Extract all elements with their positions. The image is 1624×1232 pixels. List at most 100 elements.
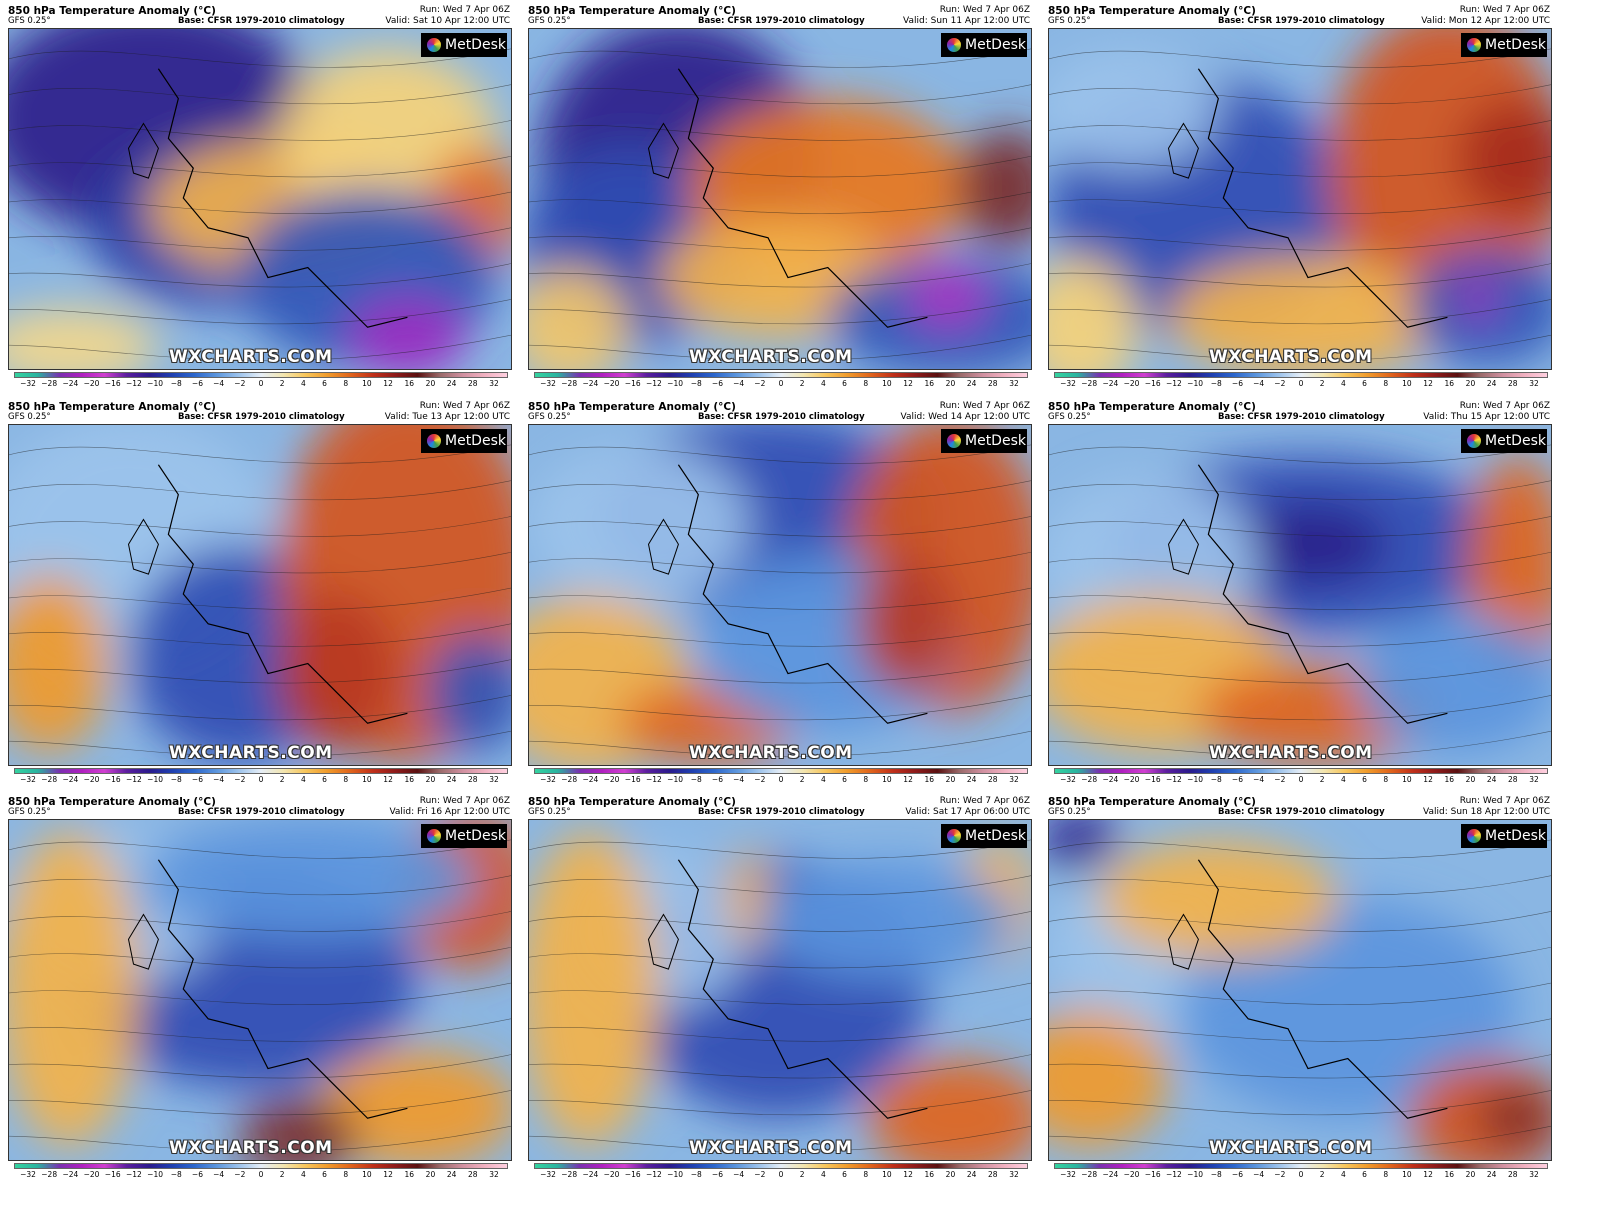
colorbar-ticks: −32 −28 −24 −20 −16 −12 −10 −8 −6 −4 −2 0 2 4 6 8 10 12 16… — [534, 379, 1028, 390]
colorbar-tick-label: 6 — [322, 775, 327, 784]
colorbar-tick-label: 10 — [362, 379, 372, 388]
isobar — [1049, 1090, 1551, 1116]
isobar — [1049, 299, 1551, 325]
watermark: WXCHARTS.COM — [169, 743, 333, 763]
anomaly-field — [1049, 29, 1551, 369]
isobar — [1049, 587, 1551, 610]
run-label: Run: Wed 7 Apr 06Z — [1459, 5, 1550, 15]
colorbar-tick-label: −24 — [62, 379, 79, 388]
colorbar-tick-label: −24 — [1102, 379, 1119, 388]
run-label: Run: Wed 7 Apr 06Z — [1459, 401, 1550, 411]
british-isles-outline — [1167, 913, 1199, 970]
metdesk-logo-text: MetDesk — [965, 828, 1026, 844]
colorbar-tick-label: −6 — [711, 379, 723, 388]
colorbar-tick-label: −10 — [667, 1170, 683, 1179]
watermark: WXCHARTS.COM — [689, 347, 853, 367]
colorbar-tick-label: 2 — [279, 1170, 285, 1179]
isobar — [9, 48, 511, 68]
watermark: WXCHARTS.COM — [1209, 743, 1373, 763]
anomaly-region — [1357, 613, 1551, 754]
colorbar-ticks: −32 −28 −24 −20 −16 −12 −10 −8 −6 −4 −2 0 2 4 6 8 10 12 16… — [14, 379, 508, 390]
colorbar-tick-label: 10 — [882, 775, 892, 784]
colorbar-tick-label: 10 — [1402, 379, 1412, 388]
colorbar-tick-label: 2 — [799, 379, 805, 388]
colorbar-tick-label: −8 — [170, 379, 182, 388]
isobar — [1049, 1054, 1551, 1079]
anomaly-map: MetDesk WXCHARTS.COM — [528, 28, 1032, 370]
colorbar-tick-label: 20 — [945, 775, 956, 784]
colorbar-tick-label: −12 — [645, 1170, 662, 1179]
metdesk-logo: MetDesk — [1461, 33, 1547, 57]
colorbar — [1054, 1163, 1548, 1169]
metdesk-logo-icon — [427, 38, 441, 52]
isobar — [9, 263, 511, 288]
colorbar-tick-label: 4 — [300, 1170, 306, 1179]
anomaly-map: MetDesk WXCHARTS.COM — [1048, 424, 1552, 766]
anomaly-map: MetDesk WXCHARTS.COM — [528, 819, 1032, 1161]
colorbar-tick-label: −28 — [1081, 775, 1098, 784]
colorbar-ticks: −32 −28 −24 −20 −16 −12 −10 −8 −6 −4 −2 0 2 4 6 8 10 12 16… — [14, 775, 508, 786]
isobar — [529, 191, 1031, 214]
base-label: Base: CFSR 1979-2010 climatology — [1218, 807, 1385, 817]
colorbar-tick-label: −6 — [191, 379, 203, 388]
colorbar — [534, 1163, 1028, 1169]
colorbar-tick-label: 28 — [1508, 775, 1518, 784]
chart-panel: 850 hPa Temperature Anomaly (°C) GFS 0.25… — [2, 398, 514, 788]
run-label: Run: Wed 7 Apr 06Z — [419, 796, 510, 806]
valid-time-label: Valid: Sun 18 Apr 12:00 UTC — [1423, 807, 1550, 817]
colorbar — [14, 1163, 508, 1169]
colorbar-tick-label: 2 — [799, 1170, 805, 1179]
isobar — [529, 875, 1031, 896]
colorbar-tick-label: 10 — [882, 379, 892, 388]
watermark: WXCHARTS.COM — [689, 743, 853, 763]
colorbar-tick-label: 32 — [1529, 1170, 1539, 1179]
isobar — [529, 155, 1031, 178]
british-isles-outline — [647, 913, 679, 970]
anomaly-field — [9, 29, 511, 369]
metdesk-logo-icon — [427, 829, 441, 843]
isobar — [529, 263, 1031, 288]
colorbar-tick-label: 8 — [863, 775, 869, 784]
colorbar-tick-label: 12 — [383, 775, 393, 784]
colorbar-tick-label: −20 — [603, 1170, 620, 1179]
anomaly-map: MetDesk WXCHARTS.COM — [1048, 819, 1552, 1161]
colorbar-tick-label: 28 — [468, 379, 478, 388]
colorbar-tick-label: −2 — [754, 379, 766, 388]
colorbar-tick-label: −16 — [624, 775, 641, 784]
colorbar-tick-label: −12 — [125, 1170, 142, 1179]
colorbar-tick-label: 0 — [778, 1170, 784, 1179]
chart-title: 850 hPa Temperature Anomaly (°C) — [528, 796, 736, 808]
isobar-lines — [529, 839, 1031, 1153]
colorbar-tick-label: −4 — [1253, 379, 1265, 388]
colorbar-tick-label: −24 — [62, 1170, 79, 1179]
isobar-lines — [1049, 444, 1551, 758]
colorbar-tick-label: 6 — [322, 379, 327, 388]
anomaly-region — [1457, 272, 1498, 323]
isobar — [1049, 120, 1551, 141]
colorbar-tick-label: 10 — [1402, 1170, 1412, 1179]
colorbar-tick-label: 8 — [863, 1170, 869, 1179]
colorbar-tick-label: −24 — [582, 775, 599, 784]
isobar — [1049, 659, 1551, 684]
colorbar-tick-label: −24 — [1102, 1170, 1119, 1179]
colorbar-tick-label: 32 — [489, 379, 499, 388]
colorbar-tick-label: 32 — [489, 775, 499, 784]
anomaly-region — [529, 267, 629, 369]
isobar — [9, 1090, 511, 1116]
colorbar-tick-label: 8 — [1383, 379, 1389, 388]
colorbar-tick-label: −4 — [733, 1170, 745, 1179]
base-label: Base: CFSR 1979-2010 climatology — [1218, 412, 1385, 422]
isobar — [529, 1054, 1031, 1079]
model-label: GFS 0.25° — [1048, 807, 1091, 817]
colorbar-tick-label: 20 — [425, 1170, 436, 1179]
colorbar-tick-label: −4 — [733, 775, 745, 784]
colorbar-tick-label: −20 — [83, 775, 100, 784]
colorbar-tick-label: 28 — [468, 775, 478, 784]
colorbar-tick-label: 10 — [362, 1170, 372, 1179]
colorbar-tick-label: 12 — [1423, 379, 1433, 388]
chart-title: 850 hPa Temperature Anomaly (°C) — [1048, 401, 1256, 413]
metdesk-logo-text: MetDesk — [445, 433, 506, 449]
colorbar-tick-label: 12 — [903, 1170, 913, 1179]
metdesk-logo-icon — [427, 434, 441, 448]
isobar — [9, 120, 511, 141]
